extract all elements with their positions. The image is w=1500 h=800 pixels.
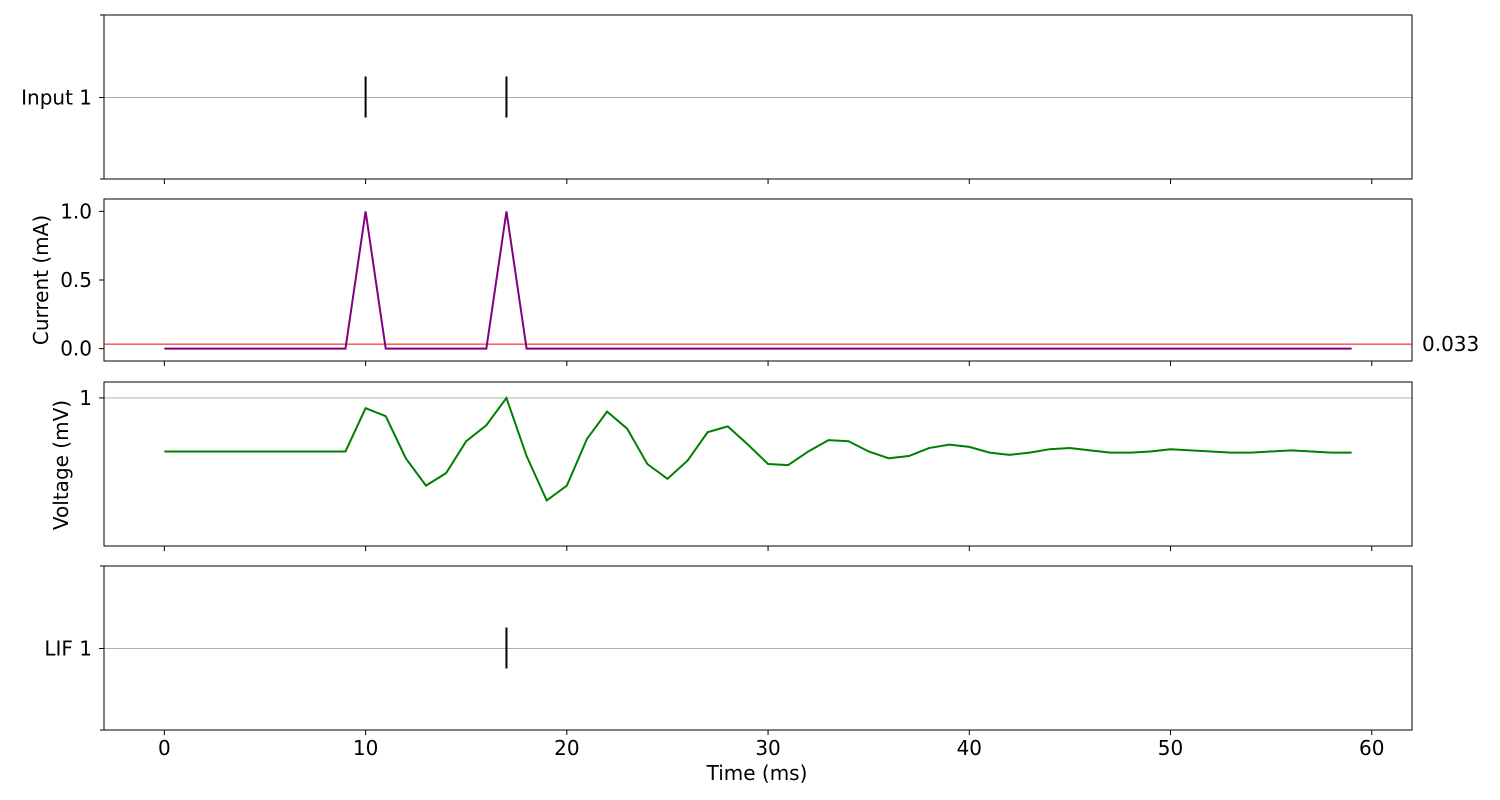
current-threshold-label: 0.033 xyxy=(1422,332,1479,356)
x-tick-label-3: 30 xyxy=(755,736,780,760)
current-ytick-group: 0.0 0.5 1.0 xyxy=(60,199,104,361)
lif-row-label: LIF 1 xyxy=(44,637,92,661)
panel-input-raster: Input 1 xyxy=(21,14,1413,184)
voltage-panel-frame xyxy=(103,381,1413,547)
current-panel-frame xyxy=(103,198,1413,362)
x-tick-label-6: 60 xyxy=(1359,736,1384,760)
x-tick-label-1: 10 xyxy=(353,736,378,760)
x-tick-label-0: 0 xyxy=(158,736,171,760)
current-series-line xyxy=(164,211,1352,350)
current-ytick-0-label: 0.0 xyxy=(60,337,92,361)
x-axis-label: Time (ms) xyxy=(706,761,808,785)
voltage-axis-label: Voltage (mV) xyxy=(49,400,73,530)
input-xtick-group xyxy=(163,179,1373,184)
current-ytick-1-label: 0.5 xyxy=(60,268,92,292)
lif-xtick-group xyxy=(163,730,1373,735)
input-row-label: Input 1 xyxy=(21,86,92,110)
x-tick-labels: 0 10 20 30 40 50 60 xyxy=(158,736,1384,760)
voltage-series-line xyxy=(164,395,1352,502)
voltage-xtick-group xyxy=(163,546,1373,551)
x-tick-label-4: 40 xyxy=(957,736,982,760)
panel-lif-raster: LIF 1 0 10 20 30 40 50 60 xyxy=(44,565,1413,760)
x-tick-label-5: 50 xyxy=(1158,736,1183,760)
current-axis-label: Current (mA) xyxy=(29,215,53,345)
input-spike-group xyxy=(364,76,508,118)
voltage-ytick-label: 1 xyxy=(79,386,92,410)
panel-current: 0.033 0.0 0.5 1.0 Current (mA) xyxy=(29,198,1479,366)
current-xtick-group xyxy=(163,361,1373,366)
panel-voltage: 1 Voltage (mV) xyxy=(49,381,1413,551)
x-tick-label-2: 20 xyxy=(554,736,579,760)
current-ytick-2-label: 1.0 xyxy=(60,199,92,223)
